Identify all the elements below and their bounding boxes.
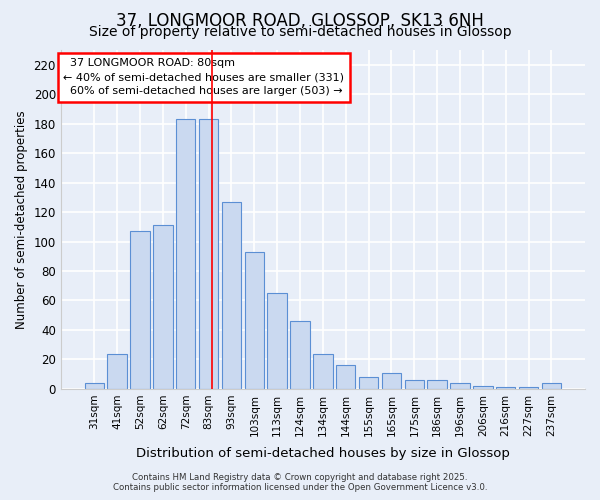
Text: 37 LONGMOOR ROAD: 80sqm
← 40% of semi-detached houses are smaller (331)
  60% of: 37 LONGMOOR ROAD: 80sqm ← 40% of semi-de… bbox=[64, 58, 344, 96]
Bar bbox=[496, 388, 515, 389]
Bar bbox=[176, 120, 196, 389]
Bar bbox=[313, 354, 332, 389]
Bar bbox=[427, 380, 447, 389]
Bar bbox=[404, 380, 424, 389]
Bar bbox=[382, 372, 401, 389]
Bar bbox=[473, 386, 493, 389]
Bar bbox=[542, 383, 561, 389]
Bar bbox=[130, 231, 150, 389]
Text: Size of property relative to semi-detached houses in Glossop: Size of property relative to semi-detach… bbox=[89, 25, 511, 39]
Bar bbox=[153, 226, 173, 389]
Bar bbox=[222, 202, 241, 389]
X-axis label: Distribution of semi-detached houses by size in Glossop: Distribution of semi-detached houses by … bbox=[136, 447, 510, 460]
Bar bbox=[199, 120, 218, 389]
Bar bbox=[290, 321, 310, 389]
Y-axis label: Number of semi-detached properties: Number of semi-detached properties bbox=[15, 110, 28, 329]
Bar bbox=[336, 366, 355, 389]
Bar bbox=[245, 252, 264, 389]
Bar bbox=[107, 354, 127, 389]
Bar bbox=[268, 293, 287, 389]
Bar bbox=[85, 383, 104, 389]
Text: Contains HM Land Registry data © Crown copyright and database right 2025.
Contai: Contains HM Land Registry data © Crown c… bbox=[113, 473, 487, 492]
Bar bbox=[451, 383, 470, 389]
Bar bbox=[359, 377, 379, 389]
Bar bbox=[519, 388, 538, 389]
Text: 37, LONGMOOR ROAD, GLOSSOP, SK13 6NH: 37, LONGMOOR ROAD, GLOSSOP, SK13 6NH bbox=[116, 12, 484, 30]
